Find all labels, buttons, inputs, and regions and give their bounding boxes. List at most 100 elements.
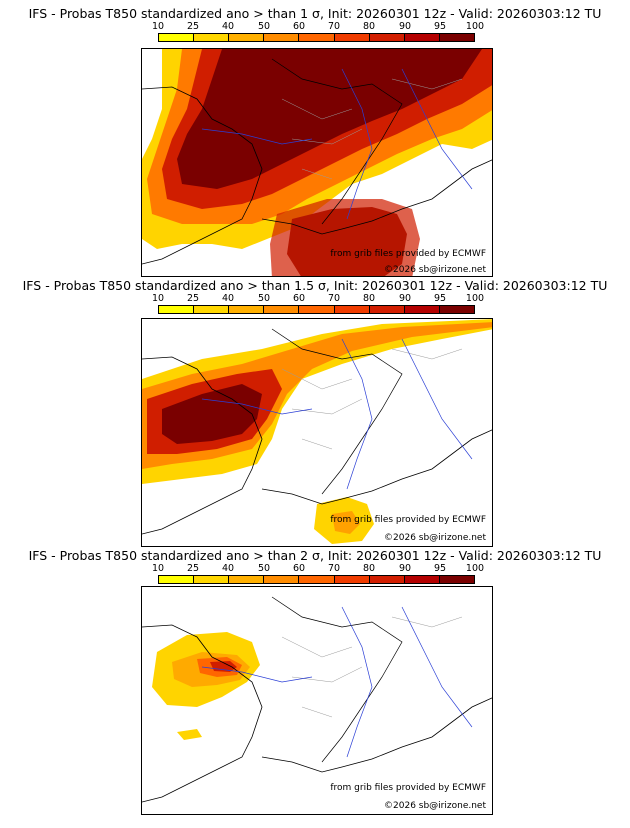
probability-map: from grib files provided by ECMWF ©2026 … — [141, 586, 493, 815]
colorbar-tick: 40 — [221, 563, 235, 574]
colorbar-tick: 80 — [362, 21, 376, 32]
colorbar-swatch — [264, 34, 300, 41]
colorbar-tick: 50 — [257, 21, 271, 32]
colorbar-tick: 60 — [292, 21, 306, 32]
colorbar-swatch — [404, 306, 440, 313]
panel-title: IFS - Probas T850 standardized ano > tha… — [28, 548, 602, 563]
colorbar-tick: 80 — [362, 563, 376, 574]
river — [201, 398, 313, 415]
colorbar-tick: 95 — [433, 293, 447, 304]
river — [341, 338, 373, 490]
colorbar-tick: 95 — [433, 21, 447, 32]
colorbar-swatch — [404, 576, 440, 583]
credit-source: from grib files provided by ECMWF — [330, 249, 486, 259]
prob-area-red-south — [270, 199, 420, 276]
colorbar-tick: 60 — [292, 293, 306, 304]
colorbar-tick: 25 — [186, 293, 200, 304]
prob-area-darkred — [162, 384, 262, 444]
colorbar-tick: 50 — [257, 293, 271, 304]
colorbar-swatch — [159, 306, 195, 313]
coastline — [142, 86, 263, 265]
colorbar-tick: 90 — [398, 21, 412, 32]
colorbar-tick: 10 — [151, 21, 165, 32]
colorbar-tick: 10 — [151, 293, 165, 304]
colorbar-tick: 50 — [257, 563, 271, 574]
credit-copyright: ©2026 sb@irizone.net — [384, 265, 486, 275]
region-borders — [281, 616, 463, 718]
colorbar-tick: 25 — [186, 21, 200, 32]
colorbar-swatch — [439, 34, 474, 41]
forecast-panel-2: IFS - Probas T850 standardized ano > tha… — [0, 278, 630, 550]
country-border — [271, 328, 403, 495]
region-borders — [281, 78, 463, 180]
coastline — [261, 429, 492, 505]
colorbar-tick: 95 — [433, 563, 447, 574]
colorbar — [158, 575, 475, 584]
probability-map: from grib files provided by ECMWF ©2026 … — [141, 318, 493, 547]
probability-map: from grib files provided by ECMWF ©2026 … — [141, 48, 493, 277]
colorbar-tick: 10 — [151, 563, 165, 574]
credit-source: from grib files provided by ECMWF — [330, 515, 486, 525]
forecast-panel-1: IFS - Probas T850 standardized ano > tha… — [0, 6, 630, 278]
colorbar-swatch — [439, 576, 474, 583]
colorbar-tick: 70 — [327, 563, 341, 574]
prob-area-red — [210, 661, 237, 672]
colorbar-tick: 60 — [292, 563, 306, 574]
panel-title: IFS - Probas T850 standardized ano > tha… — [22, 278, 608, 293]
colorbar-tick: 100 — [465, 21, 485, 32]
colorbar-tick: 90 — [398, 563, 412, 574]
colorbar-labels: 10 25 40 50 60 70 80 90 95 100 — [140, 294, 497, 305]
colorbar-swatch — [229, 306, 265, 313]
prob-area-orange-south — [332, 511, 360, 534]
colorbar-tick: 40 — [221, 293, 235, 304]
colorbar-swatch — [159, 576, 195, 583]
colorbar-swatch — [194, 576, 230, 583]
river — [201, 666, 313, 683]
colorbar-swatch — [159, 34, 195, 41]
colorbar-swatch — [194, 306, 230, 313]
panel-title: IFS - Probas T850 standardized ano > tha… — [28, 6, 602, 21]
colorbar-swatch — [194, 34, 230, 41]
colorbar-swatch — [369, 576, 405, 583]
colorbar-swatch — [439, 306, 474, 313]
prob-area-yellow-small — [177, 729, 202, 740]
river — [341, 606, 373, 758]
colorbar-tick: 25 — [186, 563, 200, 574]
country-border — [271, 596, 403, 763]
colorbar-swatch — [369, 34, 405, 41]
river — [201, 128, 313, 145]
colorbar-labels: 10 25 40 50 60 70 80 90 95 100 — [140, 564, 497, 575]
prob-area-darkred — [177, 49, 482, 189]
colorbar-tick: 70 — [327, 21, 341, 32]
colorbar-swatch — [299, 34, 335, 41]
colorbar-swatch — [264, 576, 300, 583]
forecast-panel-3: IFS - Probas T850 standardized ano > tha… — [0, 548, 630, 820]
colorbar-swatch — [229, 34, 265, 41]
river — [401, 606, 473, 728]
colorbar-tick: 70 — [327, 293, 341, 304]
coastline — [261, 697, 492, 773]
map-svg — [142, 319, 492, 544]
colorbar-swatch — [229, 576, 265, 583]
coastline — [261, 159, 492, 235]
colorbar-tick: 80 — [362, 293, 376, 304]
colorbar-swatch — [404, 34, 440, 41]
colorbar-labels: 10 25 40 50 60 70 80 90 95 100 — [140, 22, 497, 33]
credit-copyright: ©2026 sb@irizone.net — [384, 533, 486, 543]
colorbar-tick: 90 — [398, 293, 412, 304]
colorbar-swatch — [299, 576, 335, 583]
colorbar — [158, 305, 475, 314]
credit-copyright: ©2026 sb@irizone.net — [384, 801, 486, 811]
credit-source: from grib files provided by ECMWF — [330, 783, 486, 793]
colorbar-swatch — [334, 306, 370, 313]
colorbar-tick: 100 — [465, 293, 485, 304]
colorbar — [158, 33, 475, 42]
river — [401, 338, 473, 460]
colorbar-swatch — [264, 306, 300, 313]
map-svg — [142, 49, 492, 276]
river — [341, 68, 373, 220]
colorbar-swatch — [299, 306, 335, 313]
colorbar-tick: 100 — [465, 563, 485, 574]
coastline — [142, 356, 263, 535]
region-borders — [281, 348, 463, 450]
